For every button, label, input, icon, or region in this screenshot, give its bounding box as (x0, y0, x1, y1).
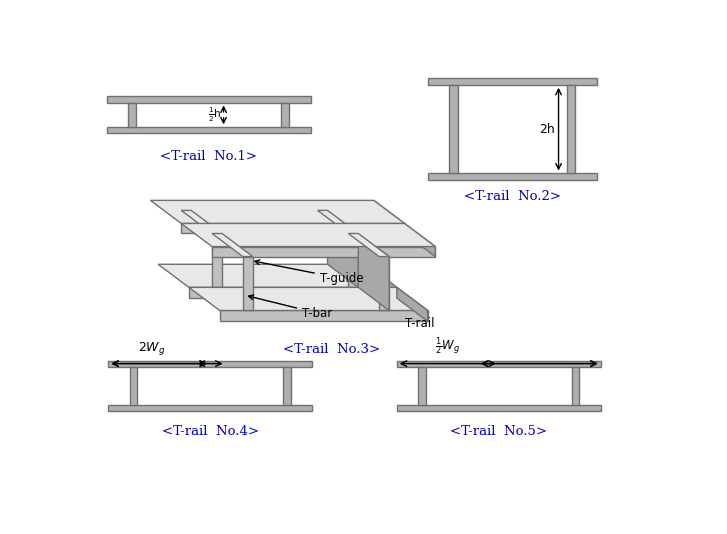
Polygon shape (328, 210, 358, 287)
Polygon shape (158, 264, 397, 287)
Bar (427, 78, 597, 85)
Polygon shape (212, 233, 253, 256)
Bar (220, 310, 427, 321)
Text: T-bar: T-bar (249, 295, 332, 320)
Bar (281, 103, 289, 127)
Bar (128, 103, 136, 127)
Text: T-rail: T-rail (404, 317, 434, 330)
Text: <T-rail  No.5>: <T-rail No.5> (450, 425, 547, 438)
Bar (419, 367, 426, 405)
Text: 2h: 2h (539, 123, 555, 136)
Bar (397, 360, 601, 367)
Bar (129, 367, 137, 405)
Polygon shape (189, 287, 427, 310)
Bar (449, 85, 458, 174)
Bar (108, 405, 312, 411)
Polygon shape (181, 210, 222, 233)
Polygon shape (348, 233, 389, 256)
Polygon shape (366, 264, 397, 298)
Text: $2W_g$: $2W_g$ (137, 341, 165, 357)
Polygon shape (150, 200, 404, 223)
Polygon shape (397, 287, 427, 321)
Text: $\frac{1}{2}$h: $\frac{1}{2}$h (208, 106, 221, 124)
Bar (283, 367, 291, 405)
Bar (571, 367, 579, 405)
Bar (189, 287, 397, 298)
Bar (212, 247, 435, 256)
Text: T-guide: T-guide (254, 260, 364, 285)
Bar (108, 360, 312, 367)
Bar (107, 97, 310, 103)
Bar (107, 127, 310, 134)
Polygon shape (374, 200, 404, 233)
Bar (181, 223, 404, 233)
Text: $\frac{1}{2}W_g$: $\frac{1}{2}W_g$ (435, 336, 460, 357)
Text: <T-rail  No.3>: <T-rail No.3> (283, 343, 380, 356)
Text: <T-rail  No.1>: <T-rail No.1> (160, 150, 257, 163)
Bar (379, 256, 389, 310)
Bar (567, 85, 576, 174)
Text: <T-rail  No.2>: <T-rail No.2> (464, 190, 561, 202)
Bar (397, 405, 601, 411)
Polygon shape (358, 233, 389, 310)
Polygon shape (181, 223, 435, 247)
Text: <T-rail  No.4>: <T-rail No.4> (161, 425, 259, 438)
Bar (427, 174, 597, 180)
Polygon shape (318, 210, 358, 233)
Bar (212, 233, 222, 287)
Bar (243, 256, 253, 310)
Bar (348, 233, 358, 287)
Polygon shape (404, 223, 435, 256)
